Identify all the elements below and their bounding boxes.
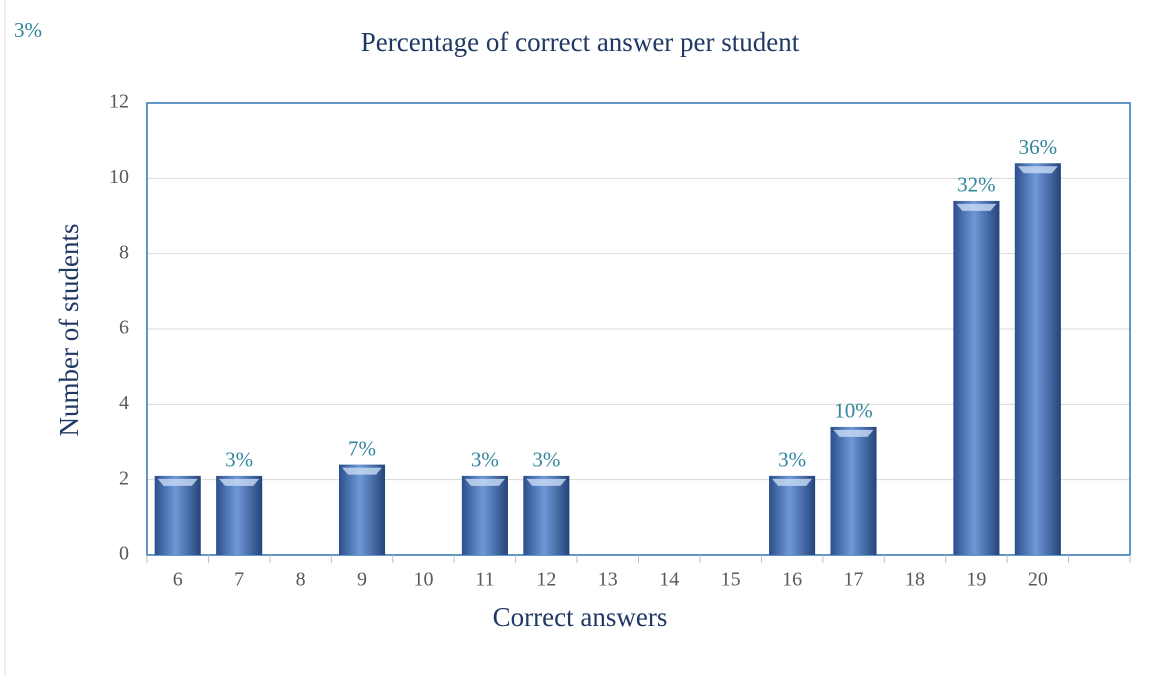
value-label: 3%	[471, 448, 499, 472]
bar	[338, 464, 386, 555]
x-tick-label: 17	[844, 569, 864, 591]
bar-bevel	[1017, 166, 1058, 174]
value-label: 32%	[957, 173, 996, 197]
y-tick-label: 0	[119, 543, 129, 565]
value-label: 7%	[348, 436, 376, 460]
x-tick-label: 19	[966, 569, 986, 591]
bar-bevel	[341, 467, 383, 475]
value-label: 3%	[14, 18, 42, 42]
x-tick-label: 18	[905, 569, 925, 591]
x-tick-label: 8	[296, 569, 306, 591]
bar-bevel	[157, 478, 198, 486]
y-tick-label: 12	[109, 91, 129, 113]
bar-bevel	[833, 429, 874, 437]
bar-bevel	[956, 203, 997, 211]
value-label: 3%	[225, 448, 253, 472]
chart-title: Percentage of correct answer per student	[361, 27, 800, 57]
y-tick-label: 6	[119, 317, 129, 339]
y-axis-label: Number of students	[54, 224, 84, 437]
x-tick-label: 11	[475, 569, 494, 591]
y-tick-label: 4	[119, 392, 129, 414]
x-tick-label: 13	[598, 569, 618, 591]
bar	[461, 475, 508, 555]
bar	[216, 475, 263, 555]
bar	[154, 475, 201, 555]
bar	[769, 475, 816, 555]
bar	[953, 200, 1000, 555]
x-axis-label: Correct answers	[493, 602, 668, 632]
bar-bevel	[464, 478, 505, 486]
chart-border	[4, 0, 6, 675]
x-tick-label: 20	[1028, 569, 1048, 591]
x-tick-label: 12	[536, 569, 556, 591]
value-label: 10%	[834, 399, 873, 423]
value-label: 3%	[532, 448, 560, 472]
y-tick-label: 2	[119, 467, 129, 489]
bar	[523, 475, 570, 555]
bar	[830, 426, 877, 555]
x-tick-label: 9	[357, 569, 367, 591]
x-tick-label: 16	[782, 569, 802, 591]
value-label: 36%	[1019, 135, 1058, 159]
value-label: 3%	[778, 448, 806, 472]
x-tick-label: 15	[721, 569, 741, 591]
y-tick-label: 8	[119, 241, 129, 263]
bar-bevel	[772, 478, 813, 486]
bar-bevel	[526, 478, 567, 486]
bar	[1014, 163, 1061, 555]
x-tick-label: 7	[234, 569, 244, 591]
x-tick-label: 10	[413, 569, 433, 591]
x-tick-label: 14	[659, 569, 679, 591]
x-tick-label: 6	[173, 569, 183, 591]
y-tick-label: 10	[109, 166, 129, 188]
bar-bevel	[219, 478, 260, 486]
